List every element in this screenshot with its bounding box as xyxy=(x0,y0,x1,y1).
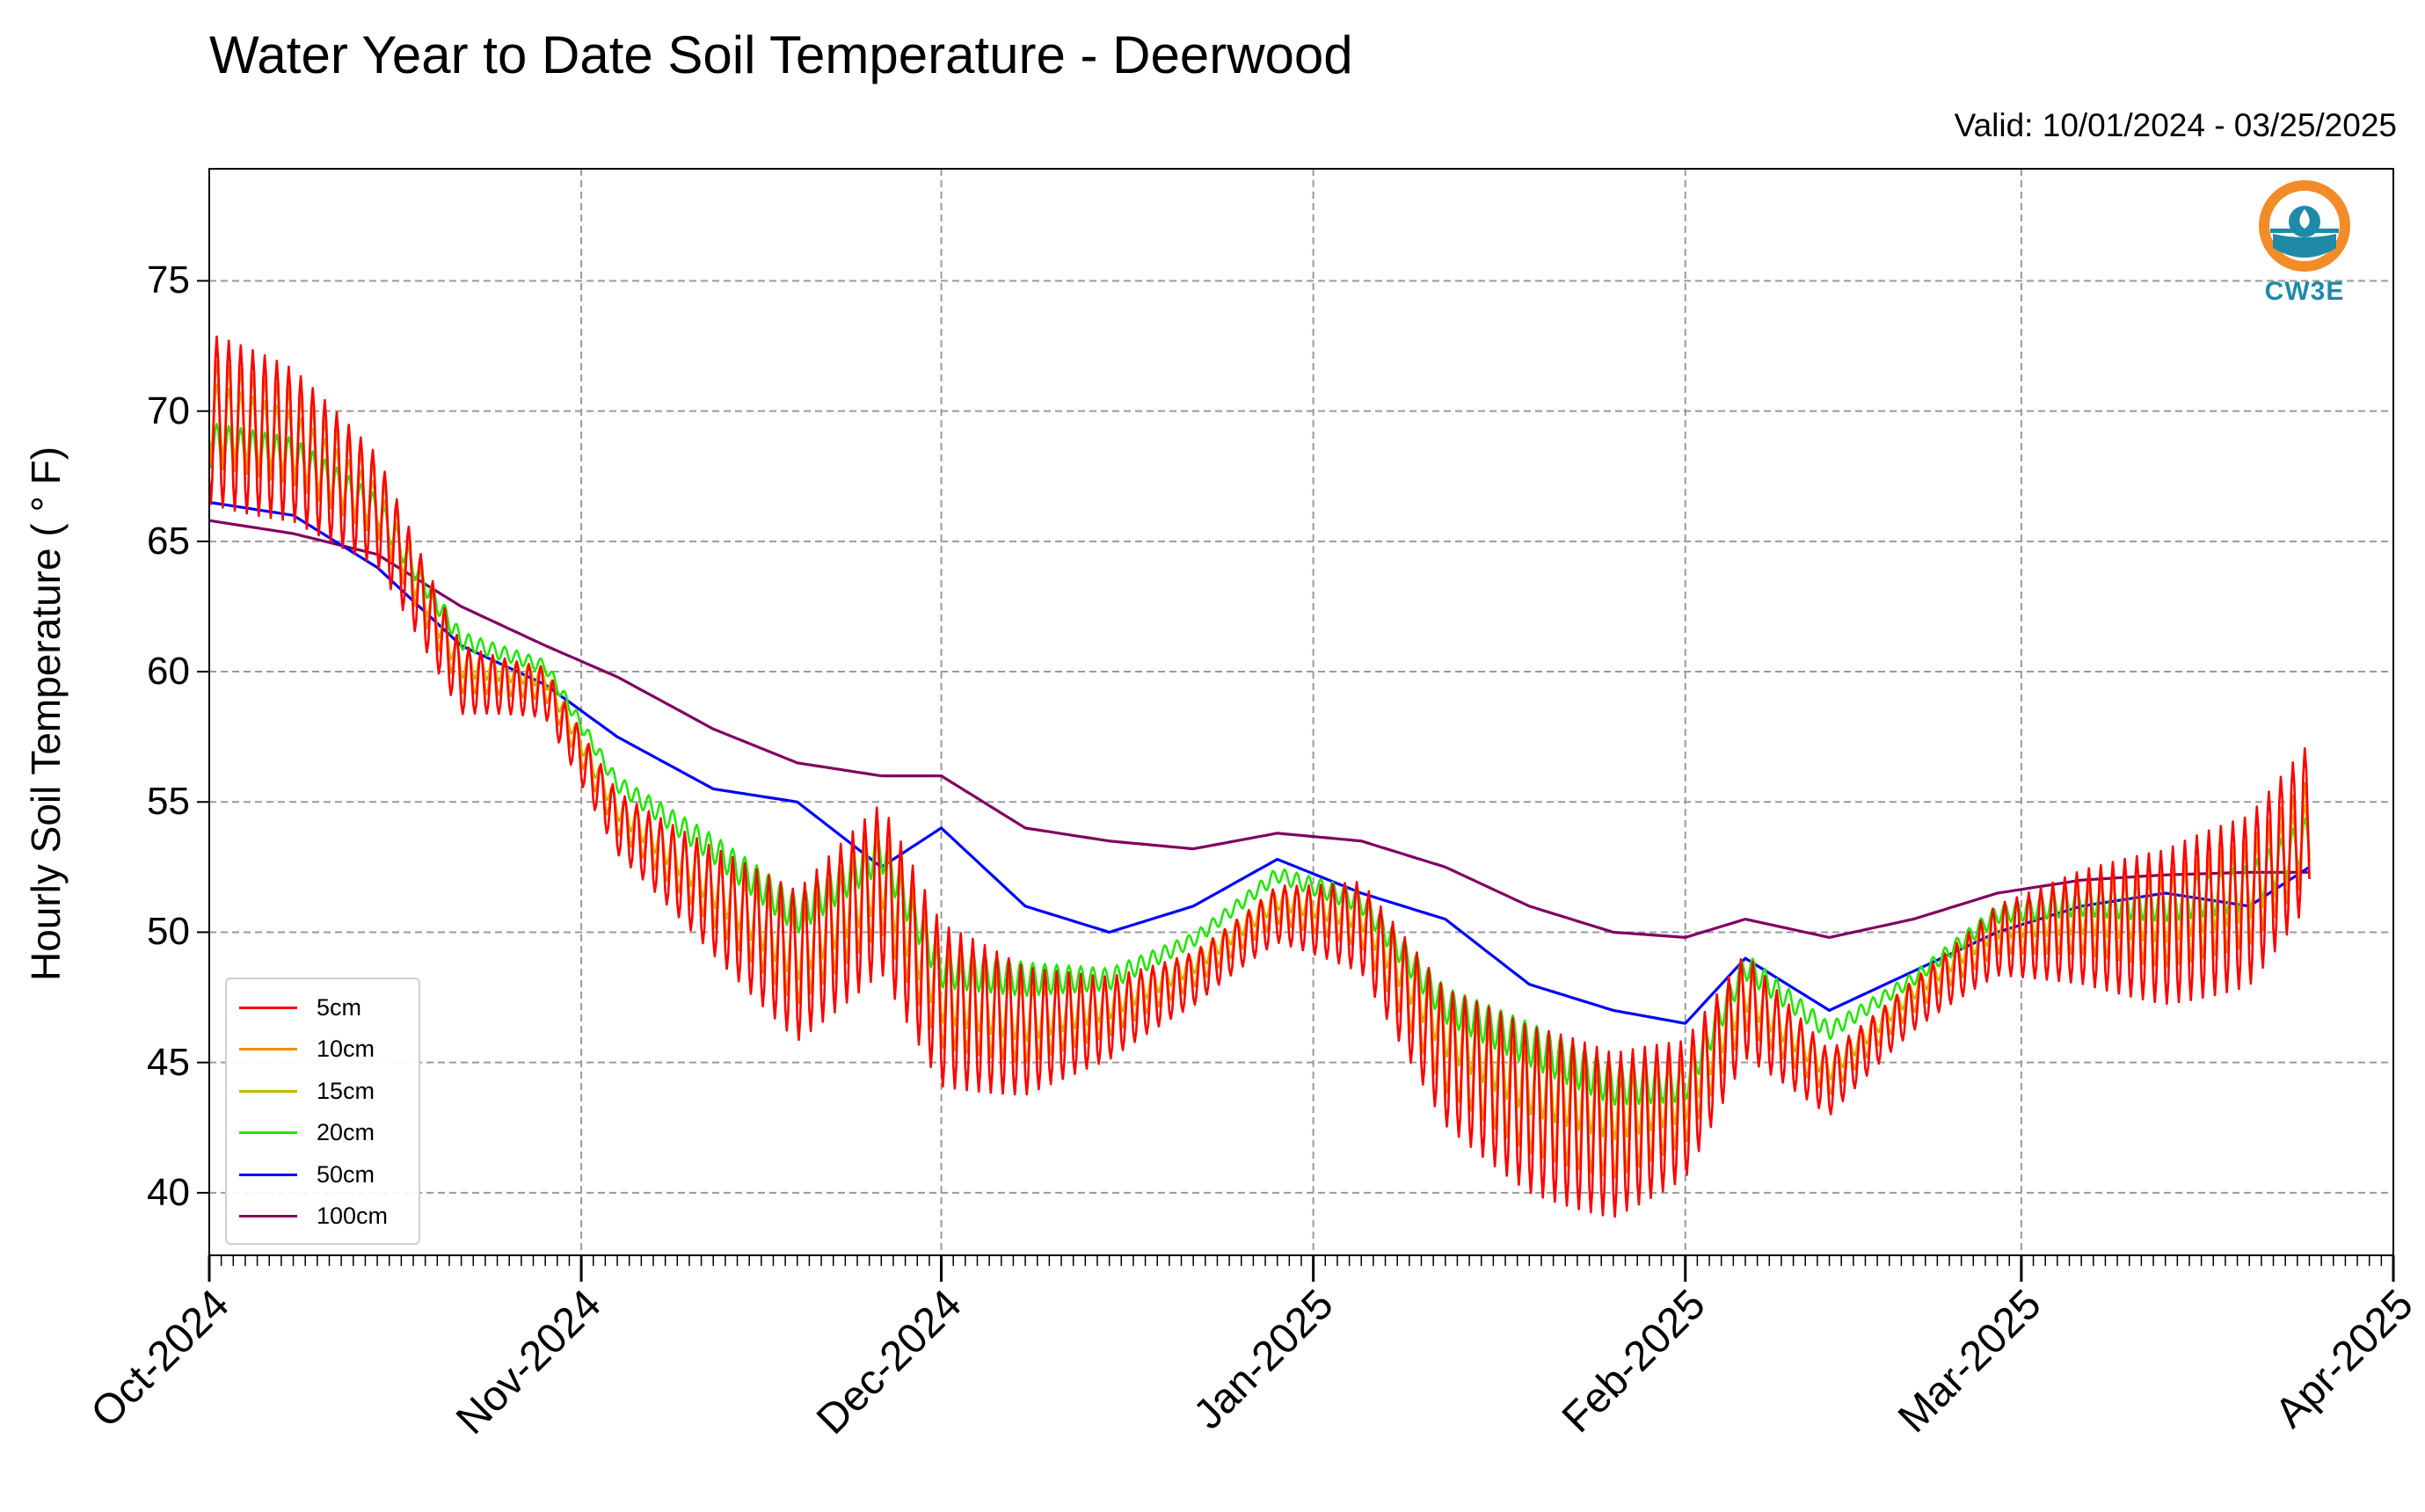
series-line-50cm xyxy=(208,500,2311,1025)
cw3e-logo-text: CW3E xyxy=(2264,277,2345,306)
axes-frame xyxy=(208,168,2394,1256)
series-line-10cm xyxy=(208,360,2311,1179)
legend-swatch xyxy=(239,1131,297,1134)
axis-ticks xyxy=(197,280,2395,1282)
chart-title: Water Year to Date Soil Temperature - De… xyxy=(209,25,1353,84)
y-tick-label: 45 xyxy=(147,1040,190,1084)
series-line-5cm xyxy=(208,335,2311,1218)
y-tick-label: 70 xyxy=(147,389,190,433)
y-tick-label: 60 xyxy=(147,650,190,694)
grid xyxy=(209,169,2393,1255)
legend-label: 10cm xyxy=(317,1036,375,1062)
y-tick-label: 65 xyxy=(147,519,190,563)
legend-label: 20cm xyxy=(317,1119,375,1145)
cw3e-logo: CW3E xyxy=(2258,179,2351,307)
series-line-15cm xyxy=(208,383,2311,1141)
y-tick-label: 55 xyxy=(147,780,190,824)
y-tick-label: 40 xyxy=(147,1170,190,1214)
series-lines xyxy=(208,335,2311,1218)
legend-label: 15cm xyxy=(317,1077,375,1104)
y-tick-label: 50 xyxy=(147,910,190,954)
legend-label: 50cm xyxy=(317,1160,375,1188)
series-line-100cm xyxy=(208,519,2310,940)
legend: 5cm 10cm 15cm 20cm 50cm 100cm xyxy=(225,978,420,1245)
legend-item-100cm: 100cm xyxy=(239,1199,388,1234)
legend-swatch xyxy=(239,1215,297,1218)
legend-swatch xyxy=(239,1089,297,1093)
legend-item-50cm: 50cm xyxy=(239,1157,375,1192)
legend-item-20cm: 20cm xyxy=(239,1116,375,1151)
y-tick-label: 75 xyxy=(147,258,190,302)
legend-swatch xyxy=(239,1173,297,1176)
legend-item-10cm: 10cm xyxy=(239,1032,375,1067)
legend-swatch xyxy=(239,1048,297,1050)
legend-label: 100cm xyxy=(317,1203,389,1229)
cw3e-logo-icon xyxy=(2259,180,2350,272)
legend-swatch xyxy=(239,1006,297,1009)
legend-item-15cm: 15cm xyxy=(239,1073,375,1109)
series-line-20cm xyxy=(208,422,2311,1106)
legend-label: 5cm xyxy=(317,993,362,1021)
y-axis-label: Hourly Soil Temperature ( ° F) xyxy=(23,446,69,982)
legend-item-5cm: 5cm xyxy=(239,990,361,1025)
valid-date-range: Valid: 10/01/2024 - 03/25/2025 xyxy=(1954,107,2397,143)
